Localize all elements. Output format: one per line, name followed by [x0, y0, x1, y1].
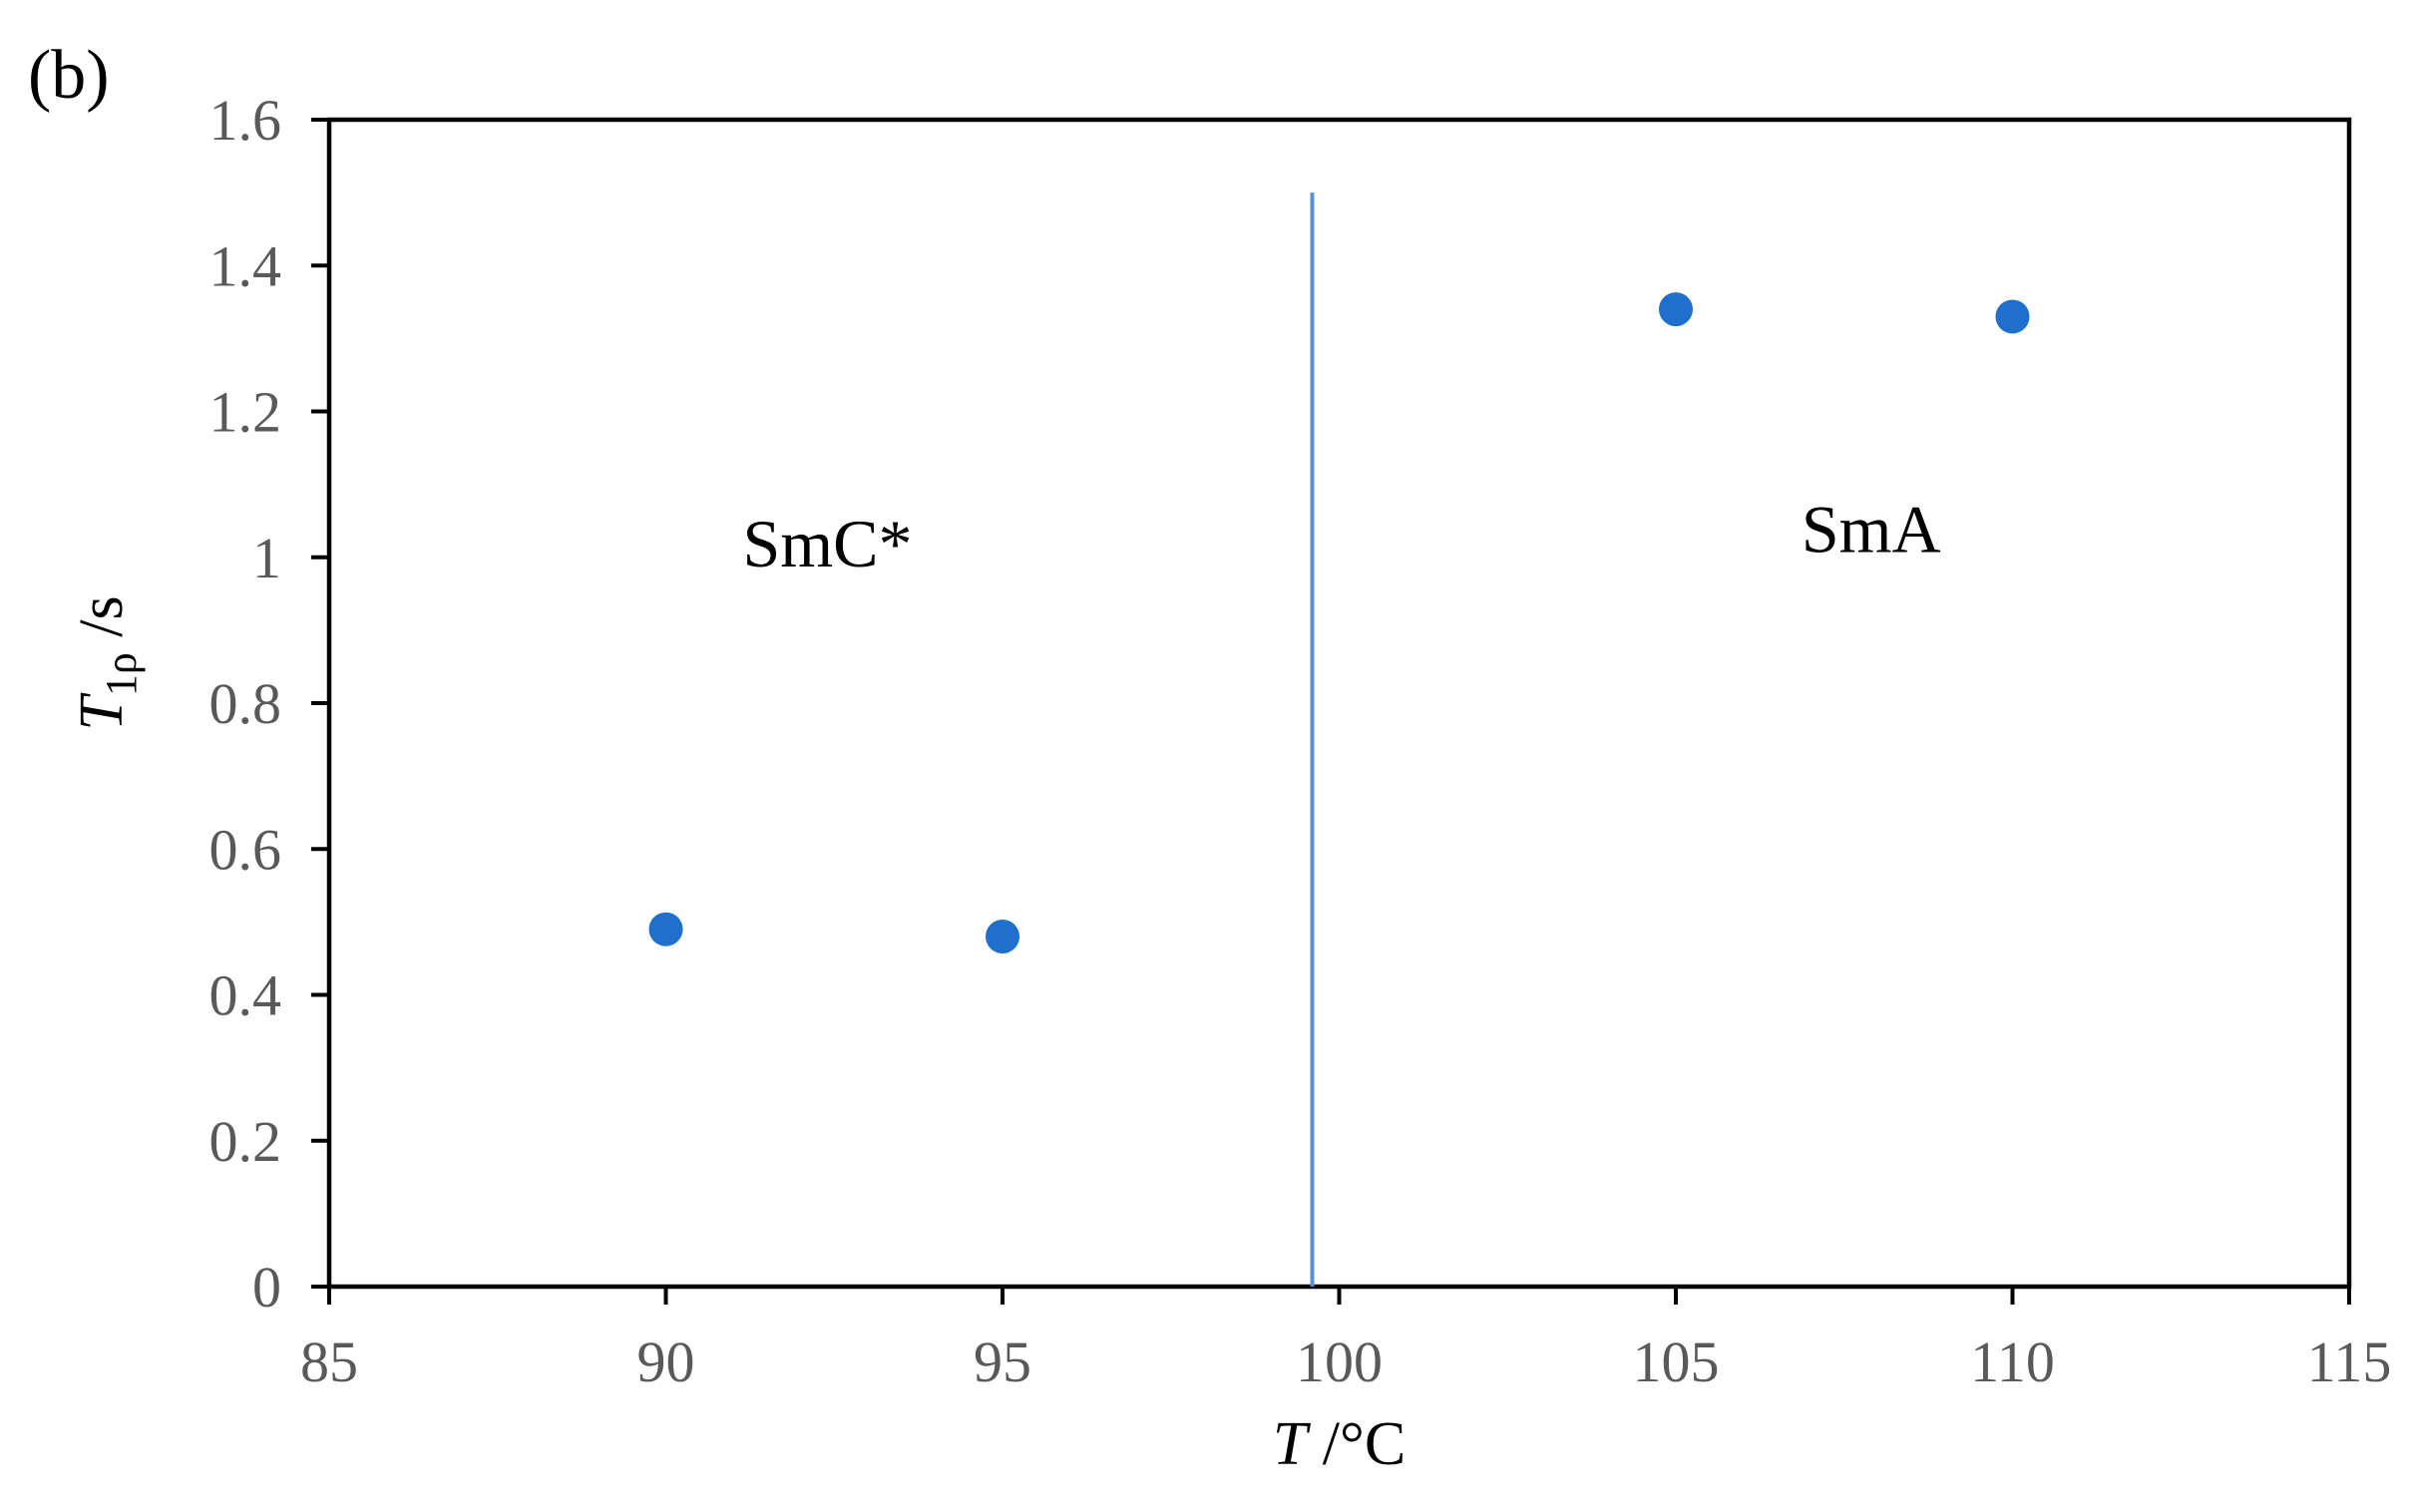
y-tick-label: 0.4 — [209, 963, 282, 1028]
plot-area-frame — [326, 117, 2352, 1290]
y-tick-label: 1 — [252, 526, 281, 590]
x-axis-unit: /°C — [1307, 1410, 1406, 1478]
y-axis-title: T1ρ /s — [68, 595, 146, 730]
x-tick-label: 90 — [637, 1329, 695, 1394]
x-axis-ticks: 85 90 95 100 105 110 115 — [300, 1287, 2391, 1394]
y-tick-label: 1.4 — [209, 233, 282, 298]
data-point — [986, 920, 1019, 953]
panel-label: (b) — [28, 37, 110, 114]
x-tick-label: 110 — [1970, 1329, 2055, 1394]
x-tick-label: 105 — [1633, 1329, 1720, 1394]
y-axis-ticks: 0 0.2 0.4 0.6 0.8 1 1.2 1.4 1.6 — [209, 88, 329, 1320]
x-tick-label: 100 — [1296, 1329, 1383, 1394]
x-tick-label: 95 — [974, 1329, 1031, 1394]
data-point — [1659, 292, 1693, 327]
annotations: SmC* SmA — [742, 492, 1940, 582]
data-point — [648, 912, 683, 946]
data-point — [1995, 299, 2030, 334]
phase-annotation: SmC* — [742, 506, 912, 581]
y-axis-unit: /s — [68, 595, 136, 652]
y-tick-label: 0.2 — [209, 1109, 282, 1174]
phase-annotation: SmA — [1802, 492, 1941, 567]
data-points — [648, 292, 2030, 953]
x-tick-label: 85 — [300, 1329, 358, 1394]
y-tick-label: 0.8 — [209, 671, 282, 736]
y-tick-label: 1.6 — [209, 88, 282, 153]
x-axis-title: T /°C — [1273, 1410, 1406, 1478]
x-tick-label: 115 — [2307, 1329, 2392, 1394]
y-axis-symbol: T — [68, 692, 136, 731]
y-tick-label: 0.6 — [209, 817, 282, 882]
y-tick-label: 0 — [252, 1255, 281, 1320]
x-axis-symbol: T — [1273, 1410, 1312, 1478]
y-tick-label: 1.2 — [209, 380, 282, 445]
y-axis-subscript: 1ρ — [97, 652, 146, 696]
